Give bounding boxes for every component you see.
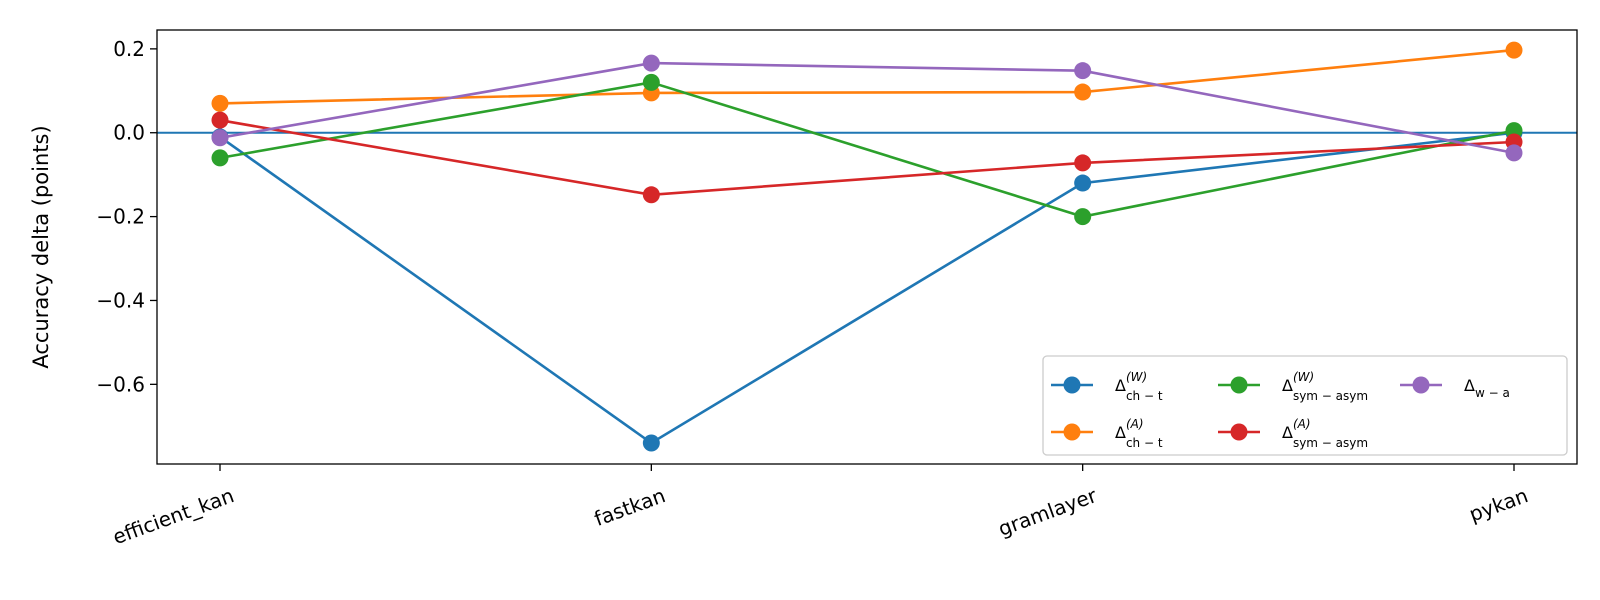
legend-box [1042, 355, 1568, 456]
legend-superscript: (A) [1293, 417, 1311, 431]
legend-superscript: (W) [1126, 370, 1147, 384]
y-tick-label: 0.0 [113, 121, 145, 145]
series-line-0 [219, 131, 1515, 445]
legend-label-1: Δ(A) ch − t [1115, 417, 1163, 450]
legend-subscript: ch − t [1126, 389, 1163, 403]
data-point-3-1 [642, 186, 660, 204]
legend-symbol: Δ [1282, 423, 1293, 442]
series-line-1 [219, 48, 1515, 105]
legend-subscript: sym − asym [1293, 436, 1368, 450]
data-point-4-1 [642, 54, 660, 72]
legend-subscript: w − a [1475, 386, 1510, 400]
legend-symbol: Δ [1464, 376, 1475, 395]
data-point-4-3 [1505, 144, 1523, 162]
data-point-3-2 [1074, 154, 1092, 172]
legend-symbol: Δ [1282, 376, 1293, 395]
legend-marker-3 [1230, 423, 1248, 441]
x-tick-label: efficient_kan [109, 483, 237, 549]
data-point-4-0 [211, 129, 229, 147]
legend-symbol: Δ [1115, 376, 1126, 395]
plot-area [157, 41, 1577, 452]
legend-subscript: ch − t [1126, 436, 1163, 450]
x-axis: efficient_kan fastkan gramlayer pykan [109, 464, 1531, 549]
legend-label-0: Δ(W) ch − t [1115, 370, 1163, 403]
y-axis: 0.2 0.0 −0.2 −0.4 −0.6 [96, 37, 157, 396]
legend-subscript: sym − asym [1293, 389, 1368, 403]
x-tick-label: gramlayer [995, 483, 1101, 541]
legend-superscript: (W) [1293, 370, 1314, 384]
data-point-0-2 [1074, 174, 1092, 192]
data-point-2-1 [642, 73, 660, 91]
data-point-3-0 [211, 111, 229, 129]
legend-symbol: Δ [1115, 423, 1126, 442]
y-tick-label: −0.2 [96, 205, 145, 229]
legend-marker-1 [1063, 423, 1081, 441]
series-line-4 [219, 61, 1515, 155]
series-line-3 [219, 118, 1515, 197]
plot-frame [156, 29, 1578, 465]
legend-marker-4 [1412, 376, 1430, 394]
y-tick-label: 0.2 [113, 37, 145, 61]
legend-marker-2 [1230, 376, 1248, 394]
series-line-2 [219, 81, 1515, 218]
y-tick-label: −0.6 [96, 372, 145, 396]
legend-marker-0 [1063, 376, 1081, 394]
data-point-0-1 [642, 434, 660, 452]
x-tick-label: pykan [1466, 483, 1531, 526]
x-tick-label: fastkan [591, 483, 668, 531]
legend-label-2: Δ(W) sym − asym [1282, 370, 1368, 403]
data-point-2-0 [211, 149, 229, 167]
y-axis-label: Accuracy delta (points) [29, 125, 53, 368]
data-point-1-2 [1074, 83, 1092, 101]
data-point-2-2 [1074, 208, 1092, 226]
data-point-4-2 [1074, 62, 1092, 80]
legend-superscript: (A) [1126, 417, 1144, 431]
legend-label-3: Δ(A) sym − asym [1282, 417, 1368, 450]
data-point-1-3 [1505, 41, 1523, 59]
data-point-1-0 [211, 94, 229, 112]
y-tick-label: −0.4 [96, 288, 145, 312]
legend-label-4: Δw − a [1464, 376, 1510, 400]
